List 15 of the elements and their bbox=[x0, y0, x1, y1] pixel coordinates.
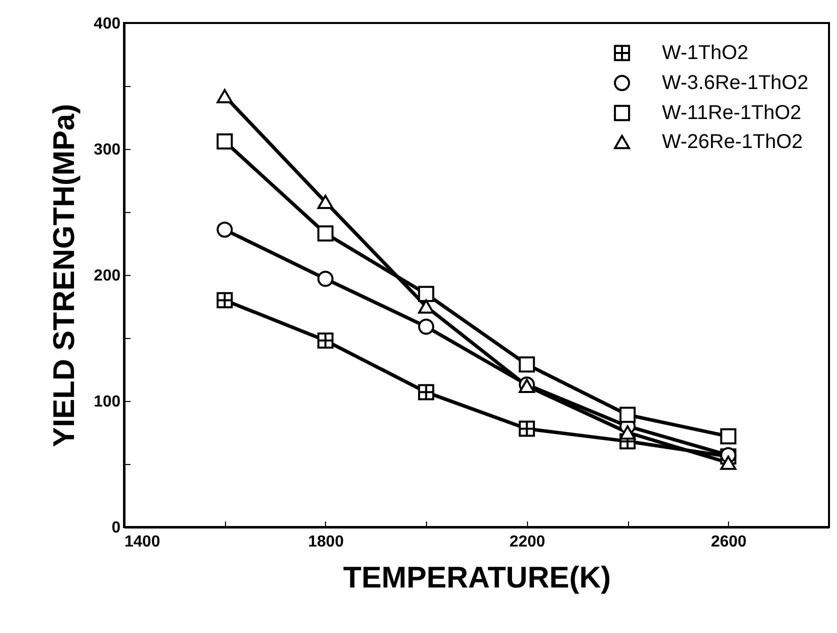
x-tick-label: 1400 bbox=[124, 534, 160, 550]
legend-label: W-11Re-1ThO2 bbox=[662, 102, 802, 124]
legend-label: W-3.6Re-1ThO2 bbox=[662, 72, 808, 94]
x-tick-label: 2200 bbox=[510, 534, 546, 550]
y-tick-label: 100 bbox=[94, 394, 121, 410]
y-axis-title: YIELD STRENGTH(MPa) bbox=[48, 104, 81, 448]
y-tick-label: 300 bbox=[94, 142, 121, 158]
x-tick-label: 2600 bbox=[710, 534, 747, 550]
x-axis-title: TEMPERATURE(K) bbox=[343, 562, 611, 594]
legend-label: W-1ThO2 bbox=[662, 42, 748, 64]
y-tick-label: 200 bbox=[94, 268, 121, 284]
y-tick-label: 400 bbox=[94, 16, 121, 32]
legend-label: W-26Re-1ThO2 bbox=[662, 131, 803, 153]
y-tick-label: 0 bbox=[112, 520, 121, 536]
x-tick-label: 1800 bbox=[308, 534, 344, 550]
